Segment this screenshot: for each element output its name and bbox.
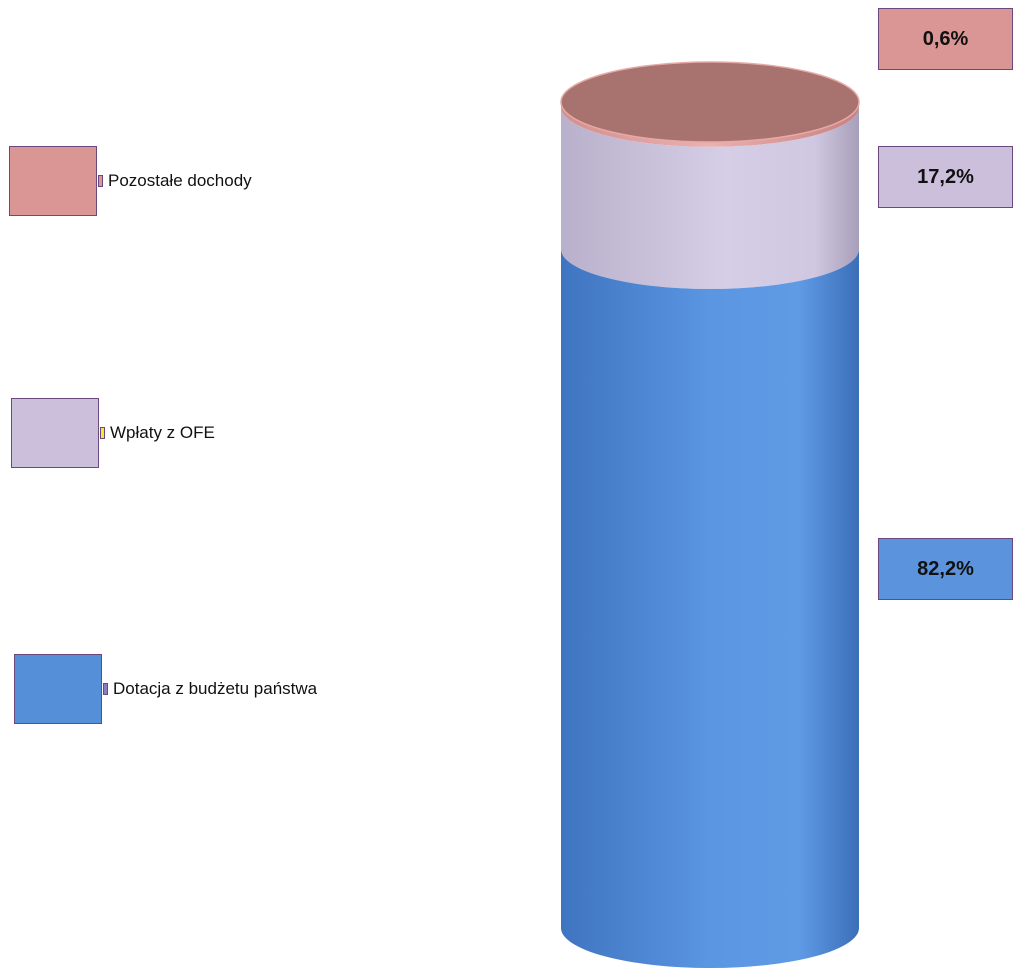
legend-swatch-pozostale [9, 146, 97, 216]
legend-item-ofe: Wpłaty z OFE [11, 398, 215, 468]
legend-marker-ofe [100, 427, 105, 439]
legend-label-pozostale: Pozostałe dochody [108, 171, 252, 190]
data-label-dotacja: 82,2% [878, 538, 1013, 600]
cylinder-segment-dotacja [561, 249, 859, 968]
data-label-pozostale: 0,6% [878, 8, 1013, 70]
legend-label-dotacja: Dotacja z budżetu państwa [113, 679, 318, 698]
cylinder-top-cap [560, 61, 860, 143]
legend-marker-pozostale [98, 175, 103, 187]
data-label-ofe: 17,2% [878, 146, 1013, 208]
cylinder-stack [560, 61, 860, 968]
legend-item-pozostale: Pozostałe dochody [9, 146, 252, 216]
legend-swatch-dotacja [14, 654, 102, 724]
legend-marker-dotacja [103, 683, 108, 695]
legend-swatch-ofe [11, 398, 99, 468]
legend-label-ofe: Wpłaty z OFE [110, 423, 215, 442]
legend-item-dotacja: Dotacja z budżetu państwa [14, 654, 317, 724]
cylinder-segment-ofe [561, 106, 859, 290]
